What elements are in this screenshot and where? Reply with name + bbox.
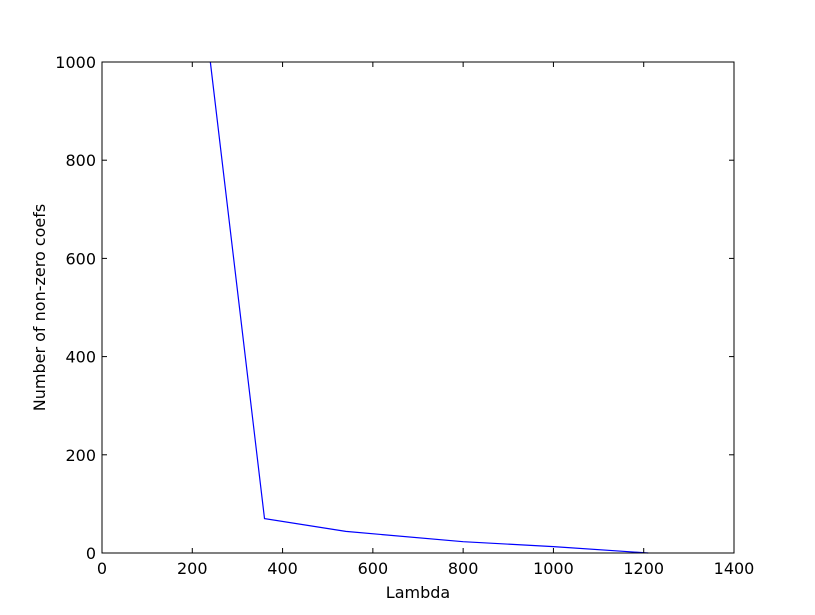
x-tick-label: 200 (177, 559, 208, 578)
x-tick-label: 400 (267, 559, 298, 578)
x-tick-label: 1400 (714, 559, 755, 578)
y-tick-label: 1000 (55, 53, 96, 72)
x-axis-label: Lambda (386, 583, 450, 602)
y-axis-label: Number of non-zero coefs (30, 204, 49, 411)
x-tick-label: 1200 (623, 559, 664, 578)
x-tick-label: 800 (448, 559, 479, 578)
plot-area (209, 61, 649, 554)
axes-frame (101, 61, 735, 554)
y-tick-label: 800 (65, 151, 96, 170)
series-line (209, 61, 649, 554)
y-tick-label: 200 (65, 446, 96, 465)
y-tick-label: 400 (65, 348, 96, 367)
x-tick-label: 600 (358, 559, 389, 578)
y-tick-label: 0 (86, 544, 96, 563)
y-tick-label: 600 (65, 249, 96, 268)
axis-ticks: 0 200 400 600 800 1000 1200 1400 0 200 400 600 800 10… (55, 53, 754, 578)
x-tick-label: 1000 (533, 559, 574, 578)
x-tick-label: 0 (97, 559, 107, 578)
